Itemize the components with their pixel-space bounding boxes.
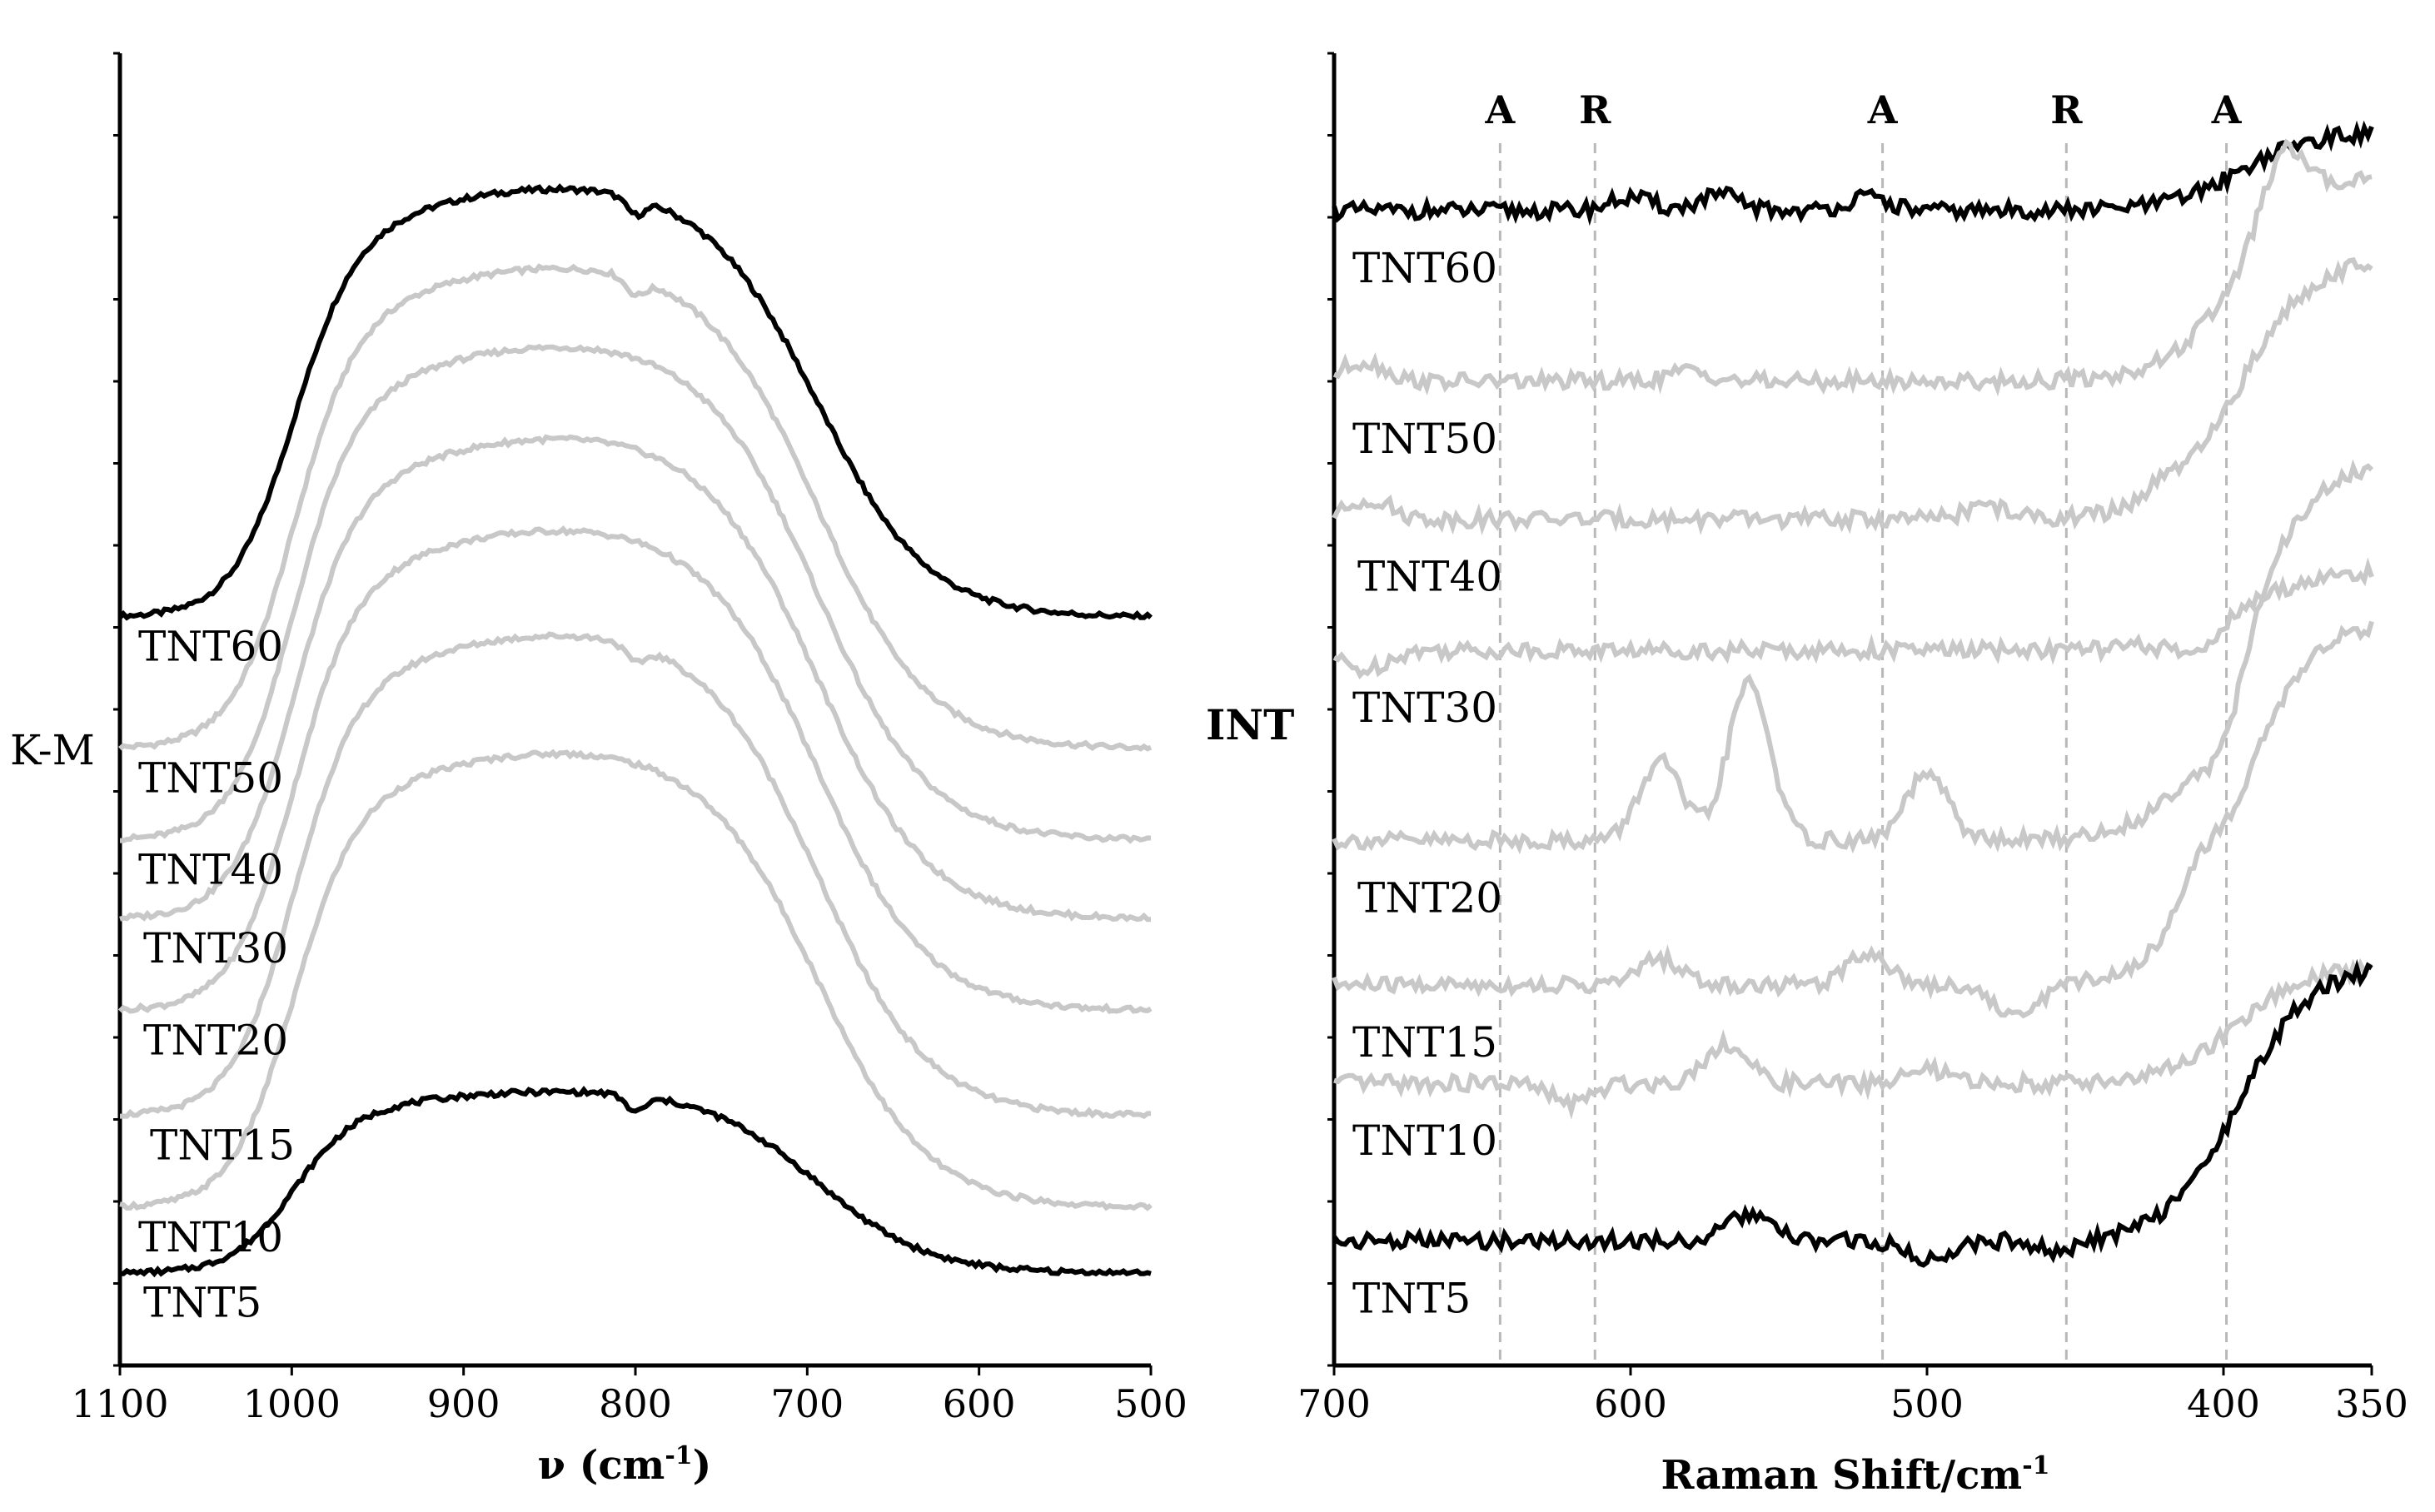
left-x-ticks: 1100 1000 900 800 700 600 500 [71, 1365, 1188, 1426]
left-x-tick-label: 700 [770, 1381, 844, 1426]
right-curve-tnt5 [1332, 958, 2373, 1268]
left-curve-tnt40 [120, 343, 1152, 844]
right-x-axis-title: Raman Shift/cm-1 [1661, 1451, 2049, 1499]
left-curve-tnt5 [120, 1086, 1152, 1278]
right-series-label: TNT40 [1357, 552, 1502, 600]
left-series-label: TNT20 [143, 1016, 288, 1064]
left-curves [117, 183, 1153, 1278]
left-curve-tnt10 [119, 749, 1153, 1211]
left-series-label: TNT60 [138, 623, 283, 671]
right-curve-tnt15 [1332, 620, 2374, 1019]
left-x-tick-label: 600 [943, 1381, 1016, 1426]
left-series-label: TNT5 [143, 1279, 261, 1327]
left-curve-tnt20 [117, 525, 1153, 1014]
right-x-tick-label: 350 [2335, 1381, 2408, 1426]
right-curve-tnt30 [1332, 557, 2374, 680]
right-series-label: TNT15 [1352, 1018, 1497, 1067]
right-series-label: TNT20 [1357, 874, 1502, 923]
right-curve-tnt50 [1332, 138, 2373, 397]
right-x-tick-label: 600 [1594, 1381, 1667, 1426]
right-x-ticks: 700 600 500 400 350 [1297, 1365, 2408, 1426]
right-y-axis-title: INT [1206, 700, 1294, 749]
left-x-tick-label: 900 [427, 1381, 500, 1426]
left-series-label: TNT40 [138, 846, 283, 894]
right-series-label: TNT50 [1352, 415, 1497, 463]
right-series-label: TNT5 [1352, 1274, 1471, 1322]
left-x-tick-label: 1000 [243, 1381, 341, 1426]
right-curve-tnt40 [1332, 256, 2373, 535]
left-x-tick-label: 1100 [71, 1381, 168, 1426]
left-series-label: TNT10 [138, 1213, 283, 1261]
phase-marker-rutile: R [1579, 87, 1611, 132]
right-curve-tnt60 [1332, 120, 2374, 226]
left-curve-tnt15 [120, 631, 1152, 1120]
left-x-axis-title: ν (cm-1) [538, 1441, 712, 1489]
left-series-label: TNT30 [143, 924, 288, 972]
right-y-ticks [1327, 52, 1334, 1367]
uv-vis-panel: 1100 1000 900 800 700 600 500 TNT60TNT50TNT40T… [10, 52, 1188, 1489]
phase-marker-anatase: A [2211, 87, 2243, 132]
left-curve-tnt50 [118, 263, 1153, 752]
right-series-label: TNT10 [1352, 1117, 1497, 1165]
right-curve-tnt20 [1332, 459, 2374, 855]
right-curves [1332, 120, 2374, 1268]
left-series-label: TNT15 [150, 1122, 295, 1170]
right-curve-tnt10 [1333, 957, 2373, 1120]
right-x-tick-label: 500 [1890, 1381, 1964, 1426]
left-series-label: TNT50 [138, 754, 283, 802]
phase-marker-anatase: A [1867, 87, 1899, 132]
phase-marker-anatase: A [1485, 87, 1516, 132]
right-series-label: TNT60 [1352, 244, 1497, 292]
left-series-labels: TNT60 TNT50 TNT40 TNT30 TNT20 TNT15 TNT10 TNT5 [138, 623, 295, 1327]
right-x-tick-label: 400 [2187, 1381, 2260, 1426]
left-curve-tnt30 [119, 434, 1151, 923]
left-curve-tnt60 [117, 183, 1153, 621]
left-x-tick-label: 500 [1114, 1381, 1188, 1426]
right-x-tick-label: 700 [1297, 1381, 1371, 1426]
left-y-ticks [113, 52, 120, 1367]
right-series-label: TNT30 [1352, 684, 1497, 732]
phase-marker-rutile: R [2050, 87, 2083, 132]
left-y-axis-title: K-M [10, 726, 95, 774]
right-series-labels: TNT60 TNT50 TNT40 TNT30 TNT20 TNT15 TNT10 TNT5 [1352, 244, 1502, 1322]
left-x-tick-label: 800 [599, 1381, 672, 1426]
